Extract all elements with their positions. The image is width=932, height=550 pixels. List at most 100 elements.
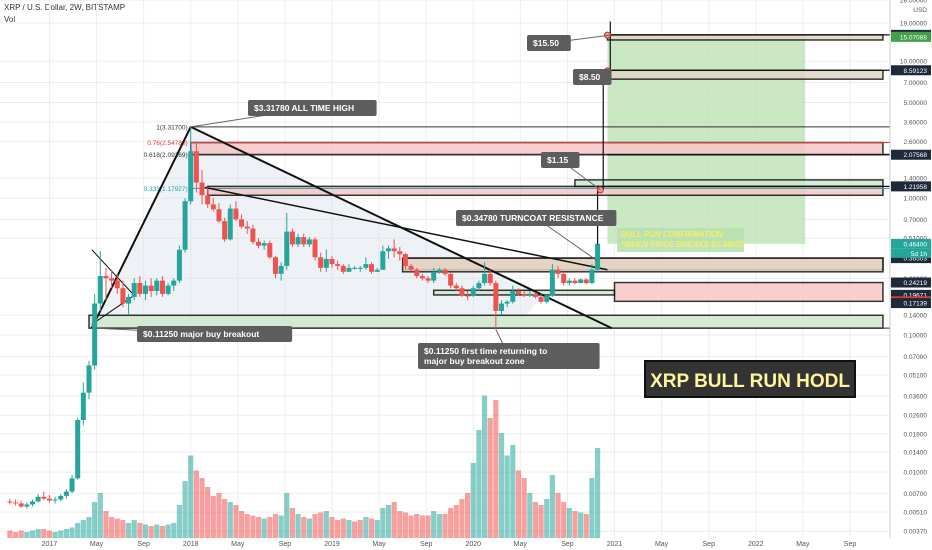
candle-body bbox=[193, 151, 199, 183]
volume-bar bbox=[176, 505, 183, 538]
confirmation-note-line1: BULL RUN CONFIRMATION bbox=[621, 230, 723, 239]
x-tick-label: Sep bbox=[561, 541, 574, 548]
candle-body bbox=[448, 273, 454, 286]
candle-body bbox=[566, 280, 572, 284]
x-tick-label: 2020 bbox=[465, 541, 481, 548]
price-tick-label: 0.10000 bbox=[904, 333, 928, 340]
candle-body bbox=[154, 280, 160, 291]
candle-body bbox=[199, 182, 205, 196]
volume-bar bbox=[41, 529, 47, 538]
fib-level-label: 0.76(2.54780) bbox=[147, 140, 187, 147]
volume-bar bbox=[97, 493, 103, 538]
candle-body bbox=[510, 290, 516, 302]
volume-bar bbox=[318, 512, 324, 538]
candle-body bbox=[120, 288, 126, 304]
candle-body bbox=[171, 280, 177, 286]
candle-body bbox=[482, 273, 488, 284]
volume-bar bbox=[510, 445, 516, 538]
volume-bar bbox=[306, 518, 312, 538]
candle-body bbox=[205, 195, 211, 205]
target-2-callout-text: $8.50 bbox=[579, 72, 601, 82]
volume-bar bbox=[329, 517, 335, 538]
candle-body bbox=[35, 496, 41, 502]
candle-body bbox=[24, 504, 30, 507]
target-1-callout-text: $1.15 bbox=[547, 155, 569, 165]
candle-body bbox=[335, 264, 341, 266]
ath-callout-text: $3.31780 ALL TIME HIGH bbox=[254, 103, 354, 113]
candle-body bbox=[306, 239, 312, 245]
x-tick-label: Sep bbox=[279, 541, 292, 548]
candle-body bbox=[515, 290, 521, 294]
volume-bar bbox=[487, 418, 493, 538]
candle-body bbox=[499, 303, 505, 312]
volume-bar bbox=[255, 517, 262, 538]
volume-bar bbox=[86, 517, 92, 538]
target-1-callout bbox=[541, 152, 580, 168]
volume-bar bbox=[154, 524, 160, 538]
price-marker-label: 15.07088 bbox=[900, 34, 927, 41]
price-axis-unit: USD bbox=[913, 7, 927, 14]
candle-body bbox=[555, 269, 561, 274]
price-marker-label: 2.07568 bbox=[904, 152, 928, 159]
volume-bar bbox=[408, 515, 414, 538]
volume-bar bbox=[92, 502, 98, 538]
candle-body bbox=[442, 269, 448, 274]
descending-wedge-area bbox=[91, 126, 544, 329]
x-tick-label: May bbox=[796, 541, 810, 548]
candle-body bbox=[572, 280, 578, 284]
candle-body bbox=[504, 301, 510, 304]
candle-body bbox=[419, 276, 425, 279]
volume-bar bbox=[188, 455, 194, 538]
volume-bar bbox=[137, 523, 143, 538]
candle-body bbox=[397, 251, 403, 255]
candle-body bbox=[459, 288, 465, 296]
hodl-banner-text: XRP BULL RUN HODL bbox=[650, 371, 850, 392]
price-zone bbox=[606, 69, 884, 80]
candle-body bbox=[244, 226, 250, 229]
price-marker-label: 0.46400 bbox=[904, 241, 928, 248]
volume-bar bbox=[109, 517, 115, 538]
candle-body bbox=[532, 293, 538, 297]
volume-bar bbox=[210, 496, 216, 538]
price-zone bbox=[189, 141, 884, 156]
volume-bar bbox=[380, 508, 386, 538]
price-tick-label: 0.70000 bbox=[904, 217, 928, 224]
volume-bar bbox=[572, 511, 578, 538]
candle-body bbox=[267, 243, 273, 258]
breakout-return-callout-text: major buy breakout zone bbox=[424, 356, 525, 366]
volume-bar bbox=[374, 520, 380, 538]
price-marker-label: 0.36503 bbox=[904, 256, 928, 263]
volume-bar bbox=[289, 508, 296, 538]
candle-body bbox=[222, 221, 228, 240]
volume-bar bbox=[555, 493, 561, 538]
volume-bar bbox=[476, 430, 482, 538]
volume-bar bbox=[363, 517, 369, 538]
volume-bar bbox=[24, 532, 30, 538]
candle-body bbox=[323, 258, 329, 268]
candle-body bbox=[346, 267, 352, 272]
x-tick-label: Sep bbox=[703, 541, 716, 548]
volume-bar bbox=[18, 530, 24, 538]
volume-bar bbox=[419, 515, 425, 538]
candle-body bbox=[7, 501, 13, 503]
price-tick-label: 1.40000 bbox=[904, 176, 928, 183]
candle-body bbox=[380, 251, 386, 270]
volume-bar bbox=[69, 527, 75, 538]
candle-body bbox=[239, 219, 245, 227]
volume-bar bbox=[142, 524, 149, 538]
volume-bar bbox=[391, 502, 397, 538]
x-tick-label: May bbox=[90, 541, 104, 548]
candle-body bbox=[284, 231, 290, 266]
candle-body bbox=[431, 271, 437, 281]
fib-level-label: 0.618(2.09269) bbox=[144, 152, 188, 159]
price-tick-label: 0.00370 bbox=[904, 529, 928, 536]
uptrend-line bbox=[90, 126, 192, 329]
volume-bar bbox=[431, 511, 437, 538]
candle-body bbox=[374, 269, 380, 272]
volume-bar bbox=[205, 487, 211, 538]
volume-bar bbox=[538, 505, 544, 538]
volume-bar bbox=[233, 505, 239, 538]
volume-bar bbox=[493, 400, 499, 538]
volume-bar bbox=[397, 511, 403, 538]
